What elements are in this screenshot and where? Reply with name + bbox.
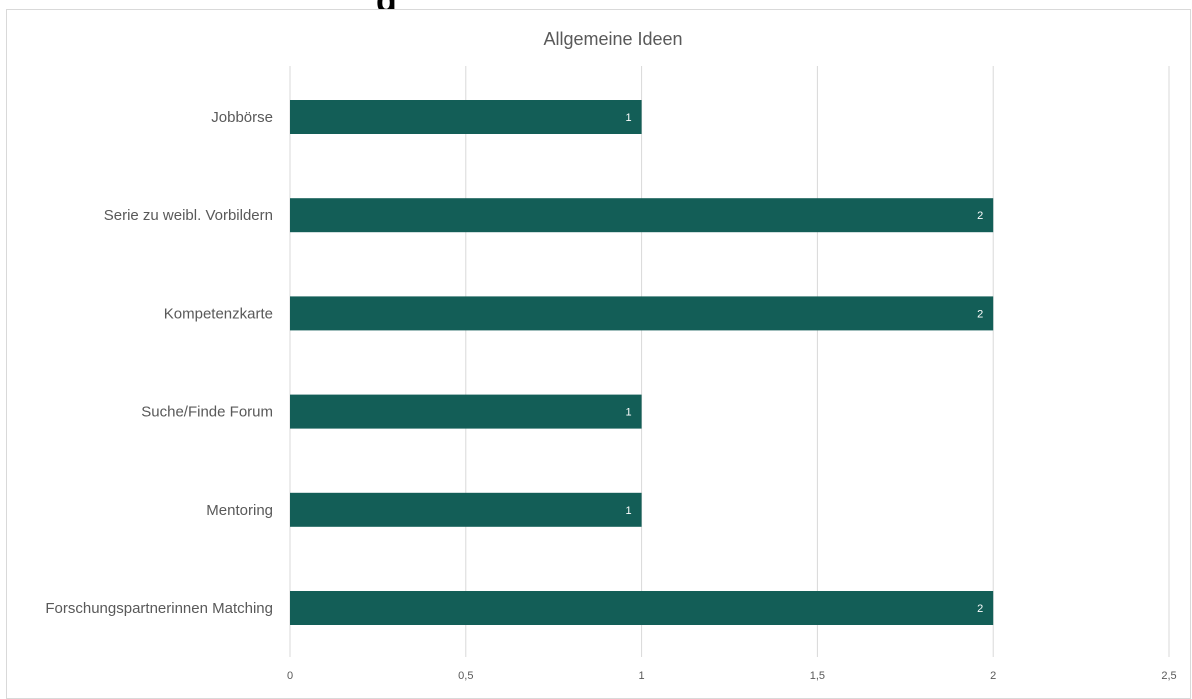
x-tick-label: 0,5	[458, 670, 473, 682]
category-label: Serie zu weibl. Vorbildern	[104, 207, 273, 224]
category-label: Kompetenzkarte	[164, 305, 273, 322]
gridlines	[289, 66, 1170, 657]
x-tick-label: 2,5	[1161, 670, 1176, 682]
x-axis-tick-labels: 0 0,5 1 1,5 2 2,5	[287, 670, 1177, 682]
x-tick-label: 1	[639, 670, 645, 682]
data-label: 1	[625, 112, 631, 124]
data-label: 2	[977, 210, 983, 222]
data-label: 1	[625, 407, 631, 419]
category-label: Jobbörse	[211, 109, 273, 126]
data-label: 1	[625, 505, 631, 517]
bar	[290, 296, 994, 331]
data-label: 2	[977, 308, 983, 320]
category-label: Mentoring	[206, 502, 273, 519]
chart-title: Allgemeine Ideen	[543, 29, 682, 49]
category-label: Suche/Finde Forum	[141, 404, 273, 421]
x-tick-label: 2	[990, 670, 996, 682]
category-labels: Jobbörse Serie zu weibl. Vorbildern Kompet…	[45, 109, 273, 617]
x-tick-label: 0	[287, 670, 293, 682]
bar-chart: Allgemeine Ideen 1 2 2 1 1 2 Jobbörse Serie zu…	[45, 29, 1177, 682]
bars: 1 2 2 1 1 2	[290, 100, 994, 625]
bar	[290, 492, 642, 527]
bar	[290, 591, 994, 625]
category-label: Forschungspartnerinnen Matching	[45, 600, 273, 617]
bar	[290, 100, 642, 134]
bar	[290, 198, 994, 233]
x-tick-label: 1,5	[810, 670, 825, 682]
bar	[290, 394, 642, 429]
data-label: 2	[977, 603, 983, 615]
